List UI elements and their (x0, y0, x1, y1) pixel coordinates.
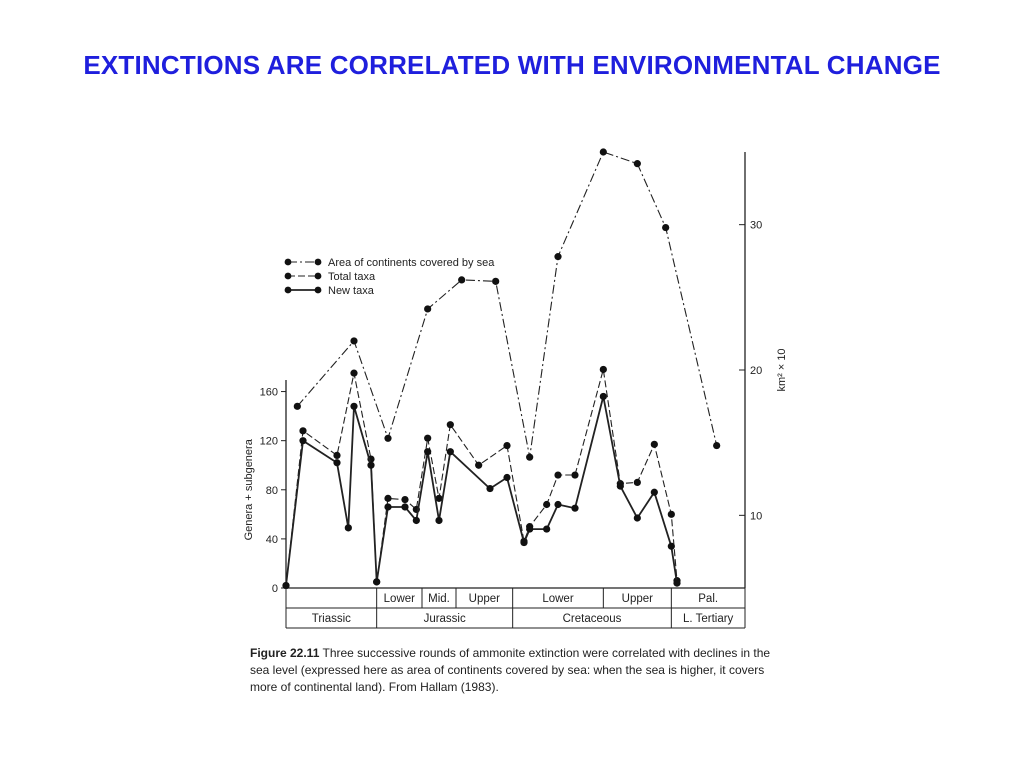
epoch-label: Lower (542, 593, 573, 605)
y-axis-label-left: Genera + subgenera (243, 438, 255, 540)
data-point-series-2 (486, 484, 494, 493)
right-tick-label: 30 (750, 220, 762, 232)
left-tick-label: 0 (272, 583, 278, 595)
data-point-series-0 (458, 276, 466, 284)
right-tick-label: 10 (750, 510, 762, 522)
data-point-series-1 (435, 494, 443, 502)
data-point-series-2 (520, 538, 528, 547)
data-point-series-1 (350, 369, 358, 377)
period-label: Cretaceous (563, 613, 622, 625)
left-tick-label: 160 (260, 387, 278, 399)
data-point-series-2 (599, 392, 607, 401)
data-point-series-1 (475, 461, 483, 469)
data-point-series-2 (503, 473, 511, 482)
legend-label: Area of continents covered by sea (328, 257, 495, 269)
left-tick-label: 40 (266, 534, 278, 546)
data-point-series-0 (554, 253, 562, 261)
data-point-series-2 (350, 402, 358, 410)
data-point-series-2 (282, 581, 290, 590)
period-label: Triassic (312, 613, 351, 625)
caption-figure-label: Figure 22.11 (250, 646, 320, 660)
data-point-series-0 (384, 434, 392, 442)
data-point-series-2 (526, 525, 534, 533)
legend-marker (284, 258, 292, 266)
data-point-series-1 (299, 427, 307, 435)
caption-text: Three successive rounds of ammonite exti… (250, 646, 771, 694)
data-point-series-2 (299, 437, 307, 445)
data-point-series-0 (424, 305, 432, 313)
data-point-series-1 (667, 510, 675, 518)
epoch-label: Pal. (698, 593, 718, 605)
right-tick-label: 20 (750, 365, 762, 377)
epoch-label: Lower (384, 593, 415, 605)
data-point-series-0 (662, 223, 670, 232)
data-point-series-2 (435, 516, 443, 525)
data-point-series-2 (667, 542, 675, 550)
data-point-series-2 (446, 448, 454, 456)
data-point-series-2 (543, 525, 551, 533)
period-label: L. Tertiary (683, 613, 734, 625)
legend-marker (314, 286, 322, 294)
data-point-series-2 (401, 503, 409, 511)
data-point-series-1 (333, 451, 341, 459)
data-point-series-1 (503, 441, 511, 450)
series-layer (282, 148, 721, 590)
data-point-series-1 (599, 365, 607, 374)
data-point-series-1 (571, 471, 579, 479)
data-point-series-2 (554, 500, 562, 509)
period-label: Jurassic (424, 613, 466, 625)
data-point-series-2 (673, 579, 681, 587)
data-point-series-2 (571, 504, 579, 512)
data-point-series-2 (412, 516, 420, 525)
legend-label: Total taxa (328, 271, 376, 283)
data-point-series-2 (384, 503, 392, 511)
data-point-series-2 (333, 459, 341, 467)
data-point-series-2 (633, 514, 641, 522)
data-point-series-0 (599, 148, 607, 156)
data-point-series-1 (543, 500, 551, 509)
data-point-series-0 (633, 160, 641, 168)
epoch-label: Upper (469, 593, 500, 605)
data-point-series-1 (446, 421, 454, 429)
data-point-series-0 (526, 453, 534, 461)
data-point-series-1 (554, 471, 562, 479)
series-line-2 (285, 396, 678, 586)
data-point-series-2 (616, 482, 624, 490)
data-point-series-1 (424, 434, 432, 442)
legend-marker (284, 272, 292, 280)
left-tick-label: 80 (266, 485, 278, 497)
left-tick-label: 120 (260, 436, 278, 448)
data-point-series-2 (424, 448, 432, 456)
epoch-label: Mid. (428, 593, 450, 605)
y-axis-label-right: km² × 10 (776, 348, 788, 391)
data-point-series-2 (650, 488, 658, 496)
data-point-series-1 (401, 496, 409, 504)
figure: 0 40 80 120 160 10 20 30 Genera + subgenera km² ×… (230, 140, 800, 710)
slide-title: EXTINCTIONS ARE CORRELATED WITH ENVIRONM… (83, 50, 941, 80)
x-axis-time-table: Lower Mid. Upper Lower Upper Pal. Triassic Jura… (285, 588, 746, 629)
data-point-series-0 (492, 277, 500, 285)
data-point-series-1 (384, 494, 392, 502)
data-point-series-0 (350, 337, 358, 345)
data-point-series-2 (373, 578, 381, 586)
legend: Area of continents covered by sea Total t… (284, 257, 495, 297)
legend-marker (314, 272, 322, 280)
legend-marker (314, 258, 322, 266)
data-point-series-0 (293, 402, 301, 410)
data-point-series-1 (633, 478, 641, 487)
data-point-series-2 (344, 524, 352, 532)
legend-label: New taxa (328, 285, 375, 297)
figure-caption: Figure 22.11 Three successive rounds of … (250, 645, 790, 696)
series-line-0 (296, 151, 718, 458)
legend-marker (284, 286, 292, 294)
axes-group: 0 40 80 120 160 10 20 30 Genera + subgenera km² ×… (243, 152, 788, 595)
data-point-series-0 (713, 441, 721, 450)
ammonite-extinction-chart: 0 40 80 120 160 10 20 30 Genera + subgenera km² ×… (243, 148, 788, 629)
data-point-series-1 (650, 440, 658, 448)
data-point-series-2 (367, 461, 375, 469)
epoch-label: Upper (622, 593, 653, 605)
